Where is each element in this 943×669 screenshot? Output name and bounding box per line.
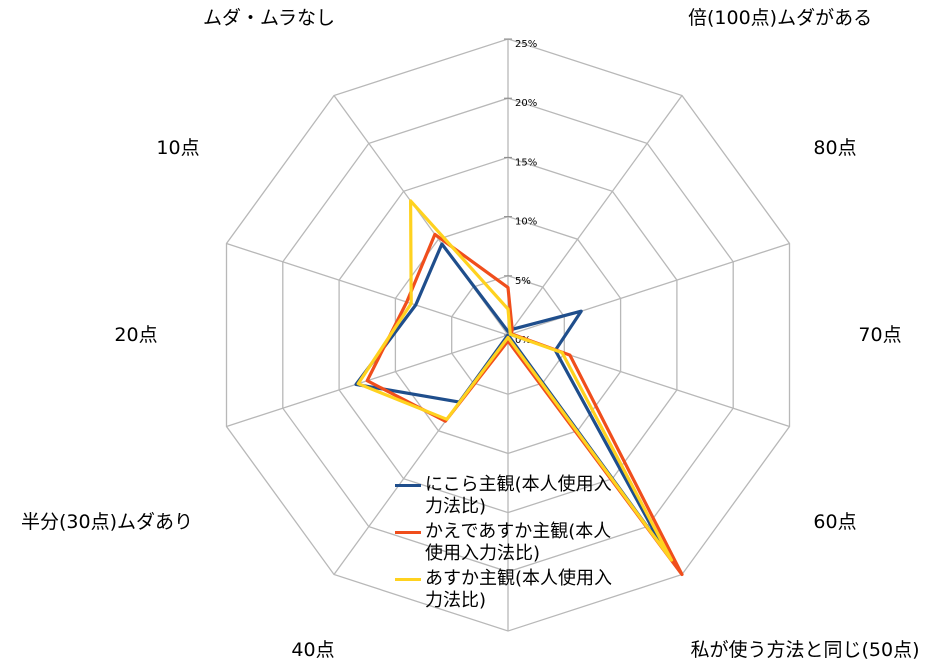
legend: にこら主観(本人使用入力法比) かえであすか主観(本人使用入力法比) あすか主観(本… bbox=[393, 474, 618, 615]
legend-swatch bbox=[395, 531, 421, 534]
category-label: 80点 bbox=[813, 137, 856, 159]
tick-label: 10% bbox=[515, 217, 537, 228]
legend-item: にこら主観(本人使用入力法比) bbox=[393, 474, 618, 518]
category-label: 70点 bbox=[858, 324, 901, 346]
series-lines bbox=[354, 199, 684, 577]
category-label: 10点 bbox=[156, 137, 199, 159]
legend-swatch bbox=[395, 578, 421, 581]
grid-spoke bbox=[226, 242, 509, 336]
series-line bbox=[354, 242, 667, 553]
tick-label: 20% bbox=[515, 98, 537, 109]
grid-spoke bbox=[507, 242, 790, 336]
grid-spoke bbox=[507, 95, 683, 336]
category-label: 60点 bbox=[813, 511, 856, 533]
category-label: ムダ・ムラなし bbox=[203, 7, 335, 29]
category-label: 半分(30点)ムダあり bbox=[21, 511, 193, 533]
legend-item: かえであすか主観(本人使用入力法比) bbox=[393, 521, 618, 565]
legend-swatch bbox=[395, 484, 421, 487]
tick-label: 0% bbox=[515, 335, 531, 346]
category-label: 40点 bbox=[291, 639, 334, 661]
category-label: 私が使う方法と同じ(50点) bbox=[690, 639, 919, 661]
category-label: 20点 bbox=[114, 324, 157, 346]
legend-label: かえであすか主観(本人使用入力法比) bbox=[425, 521, 612, 564]
legend-item: あすか主観(本人使用入力法比) bbox=[393, 568, 618, 612]
category-label: 倍(100点)ムダがある bbox=[688, 7, 872, 29]
tick-label: 15% bbox=[515, 157, 537, 168]
legend-label: にこら主観(本人使用入力法比) bbox=[425, 474, 612, 517]
series-line bbox=[356, 199, 674, 562]
tick-label: 25% bbox=[515, 39, 537, 50]
radial-tick-labels: 0% 5% 10% 15% 20% 25% bbox=[515, 39, 537, 346]
legend-label: あすか主観(本人使用入力法比) bbox=[425, 568, 613, 611]
tick-label: 5% bbox=[515, 276, 531, 287]
